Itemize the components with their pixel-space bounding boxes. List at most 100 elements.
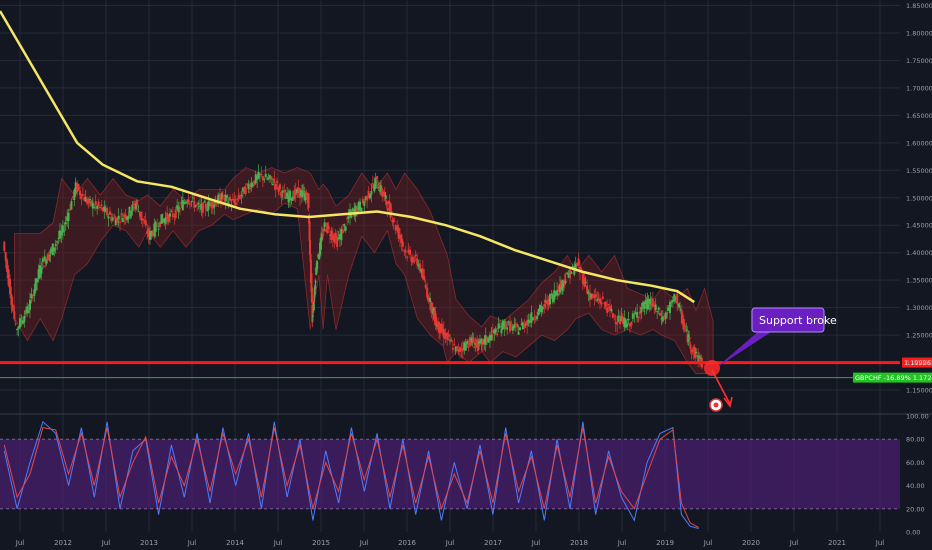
candle-body xyxy=(539,305,541,312)
candle-body xyxy=(20,320,23,322)
event-icon-dot xyxy=(713,402,719,408)
candle-body xyxy=(570,272,573,274)
candle-body xyxy=(170,210,173,212)
candle-body xyxy=(477,340,480,351)
candle-body xyxy=(143,222,146,224)
candle-body xyxy=(311,315,314,318)
candle-body xyxy=(457,348,460,353)
candle-body xyxy=(343,223,346,227)
candle-body xyxy=(550,294,553,296)
candle-body xyxy=(166,212,169,220)
candle-body xyxy=(547,299,550,306)
candle-body xyxy=(637,316,640,318)
candle-body xyxy=(567,273,570,278)
candle-body xyxy=(411,256,414,263)
candle-body xyxy=(42,266,45,268)
time-axis-tick: Jul xyxy=(875,539,885,547)
candle-body xyxy=(609,306,611,311)
candle-body xyxy=(150,231,153,237)
candle-body xyxy=(154,222,157,232)
lower-price-tag xyxy=(853,372,932,383)
candle-body xyxy=(521,322,524,330)
candle-body xyxy=(449,339,451,341)
candle-body xyxy=(383,192,386,196)
candle-body xyxy=(401,241,404,247)
annotation-text: Support broke xyxy=(759,314,837,327)
candle-body xyxy=(169,213,171,217)
time-axis[interactable]: Jul 2012 Jul 2013 Jul 2014 Jul 2015 Jul 2016 Jul 20… xyxy=(15,539,885,547)
candle-body xyxy=(674,298,677,300)
candle-body xyxy=(374,178,377,189)
candle-body xyxy=(97,201,100,207)
time-axis-tick: Jul xyxy=(445,539,455,547)
candle-body xyxy=(308,214,311,224)
candle-body xyxy=(159,221,161,227)
price-axis-tick: 1.75000 xyxy=(906,57,932,65)
candle-body xyxy=(256,175,259,180)
candle-body xyxy=(270,176,273,180)
candle-body xyxy=(406,256,409,258)
candle-body xyxy=(34,278,37,291)
candle-body xyxy=(129,214,132,217)
candle-body xyxy=(678,303,681,307)
candle-body xyxy=(680,312,683,324)
candle-body xyxy=(651,298,654,307)
annotation-box[interactable] xyxy=(751,307,825,333)
candle-body xyxy=(234,202,237,205)
candle-body xyxy=(314,281,317,283)
candle-body xyxy=(163,218,166,222)
candle-body xyxy=(337,238,340,240)
candle-body xyxy=(574,263,577,269)
candle-body xyxy=(221,197,224,200)
candle-body xyxy=(120,213,123,215)
candle-body xyxy=(356,208,359,213)
candle-body xyxy=(316,261,319,269)
candle-body xyxy=(500,328,503,334)
candle-body xyxy=(229,196,231,201)
price-axis-tick: 1.20000 xyxy=(906,359,932,367)
candle-body xyxy=(596,299,599,301)
candle-body xyxy=(616,322,619,325)
candle-body xyxy=(473,346,476,348)
candle-body xyxy=(160,214,163,224)
stochastic-axis[interactable]: 0.00 20.00 40.00 60.00 80.00 100.00 xyxy=(906,413,929,537)
candle-body xyxy=(484,335,487,345)
candle-body xyxy=(313,287,316,296)
candle-body xyxy=(664,312,667,320)
candle-body xyxy=(643,306,646,309)
candle-body xyxy=(207,201,210,210)
event-icon[interactable] xyxy=(709,398,723,412)
candle-body xyxy=(604,301,607,308)
price-axis-tick: 1.70000 xyxy=(906,84,932,92)
candle-body xyxy=(479,340,481,343)
candle-body xyxy=(597,298,600,301)
candle-body xyxy=(549,293,551,305)
candle-body xyxy=(569,269,571,279)
candle-body xyxy=(196,203,199,205)
time-axis-tick: 2019 xyxy=(656,539,674,547)
price-axis[interactable]: 1.15000 1.20000 1.25000 1.30000 1.35000 1.400… xyxy=(906,2,932,395)
candle-body xyxy=(519,327,521,331)
candle-body xyxy=(407,249,410,253)
candle-body xyxy=(621,316,624,324)
candle-body xyxy=(654,304,657,311)
candle-body xyxy=(209,204,211,206)
candle-body xyxy=(467,346,470,348)
candle-body xyxy=(656,311,659,313)
candle-body xyxy=(314,286,317,289)
candle-body xyxy=(510,323,513,325)
candle-body xyxy=(197,203,200,205)
candle-body xyxy=(600,301,603,305)
time-axis-tick: 2020 xyxy=(742,539,760,547)
candle-body xyxy=(167,215,170,223)
candle-body xyxy=(104,208,107,212)
candle-body xyxy=(69,209,71,211)
candle-body xyxy=(224,194,227,202)
candle-body xyxy=(451,347,454,350)
candle-body xyxy=(679,306,681,308)
candle-body xyxy=(667,307,670,311)
candle-body xyxy=(435,320,438,327)
candle-body xyxy=(524,323,527,325)
price-axis-tick: 1.60000 xyxy=(906,139,932,147)
